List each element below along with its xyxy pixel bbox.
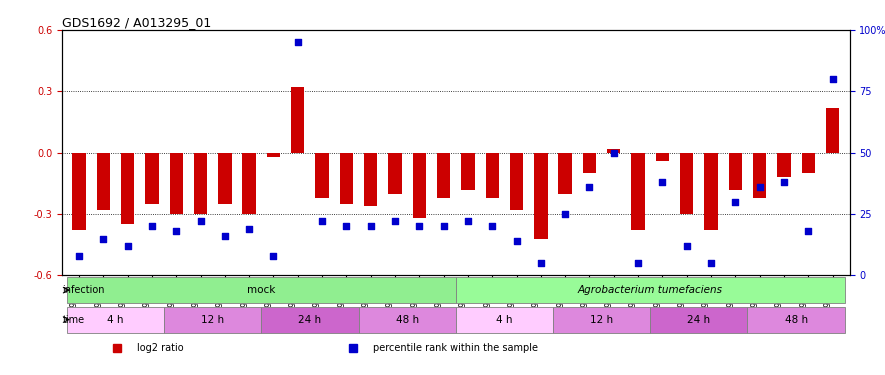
Point: [801, 228, 815, 234]
Text: 4 h: 4 h: [496, 315, 512, 325]
Text: 4 h: 4 h: [107, 315, 124, 325]
Bar: [364, 153, 377, 206]
Bar: [704, 153, 718, 230]
Bar: [777, 153, 790, 177]
Point: [582, 184, 596, 190]
Bar: [291, 87, 304, 153]
FancyBboxPatch shape: [358, 307, 456, 333]
Bar: [802, 153, 815, 173]
Point: [72, 253, 86, 259]
Point: [364, 224, 378, 230]
Bar: [656, 153, 669, 161]
Bar: [558, 153, 572, 194]
Point: [388, 218, 402, 224]
Bar: [631, 153, 645, 230]
Point: [169, 228, 183, 234]
Bar: [535, 153, 548, 238]
Point: [534, 260, 548, 266]
Bar: [145, 153, 158, 204]
Point: [218, 233, 232, 239]
Bar: [389, 153, 402, 194]
Bar: [315, 153, 328, 198]
Point: [680, 243, 694, 249]
Text: 12 h: 12 h: [590, 315, 613, 325]
Bar: [266, 153, 281, 157]
Text: mock: mock: [247, 285, 275, 295]
Point: [315, 218, 329, 224]
Point: [290, 39, 304, 45]
Point: [510, 238, 524, 244]
Bar: [486, 153, 499, 198]
Point: [266, 253, 281, 259]
Point: [120, 243, 135, 249]
Point: [704, 260, 718, 266]
Point: [436, 224, 450, 230]
Point: [752, 184, 766, 190]
Point: [607, 150, 621, 156]
Point: [655, 179, 669, 185]
Point: [242, 226, 257, 232]
Bar: [170, 153, 183, 214]
Bar: [728, 153, 742, 189]
Bar: [412, 153, 426, 218]
Point: [728, 199, 743, 205]
FancyBboxPatch shape: [261, 307, 358, 333]
Bar: [73, 153, 86, 230]
Point: [412, 224, 427, 230]
FancyBboxPatch shape: [456, 307, 553, 333]
Point: [777, 179, 791, 185]
Text: 24 h: 24 h: [298, 315, 321, 325]
Bar: [437, 153, 450, 198]
Text: 24 h: 24 h: [688, 315, 711, 325]
Point: [826, 76, 840, 82]
FancyBboxPatch shape: [650, 307, 748, 333]
Bar: [826, 108, 839, 153]
Bar: [680, 153, 694, 214]
Text: Agrobacterium tumefaciens: Agrobacterium tumefaciens: [578, 285, 723, 295]
Bar: [121, 153, 135, 224]
Text: infection: infection: [63, 285, 105, 295]
Text: log2 ratio: log2 ratio: [137, 342, 183, 352]
Point: [194, 218, 208, 224]
Point: [461, 218, 475, 224]
Bar: [242, 153, 256, 214]
Bar: [510, 153, 523, 210]
FancyBboxPatch shape: [748, 307, 845, 333]
Bar: [194, 153, 207, 214]
Point: [558, 211, 573, 217]
Bar: [461, 153, 474, 189]
Text: GDS1692 / A013295_01: GDS1692 / A013295_01: [62, 16, 212, 29]
FancyBboxPatch shape: [66, 307, 164, 333]
Bar: [218, 153, 232, 204]
Point: [145, 224, 159, 230]
Point: [485, 224, 499, 230]
Text: time: time: [63, 315, 85, 325]
Text: percentile rank within the sample: percentile rank within the sample: [373, 342, 538, 352]
Bar: [607, 148, 620, 153]
Text: 12 h: 12 h: [201, 315, 224, 325]
Point: [631, 260, 645, 266]
Bar: [340, 153, 353, 204]
FancyBboxPatch shape: [66, 278, 456, 303]
Point: [339, 224, 353, 230]
Point: [96, 236, 111, 242]
Bar: [753, 153, 766, 198]
FancyBboxPatch shape: [456, 278, 845, 303]
FancyBboxPatch shape: [553, 307, 650, 333]
Bar: [96, 153, 110, 210]
Text: 48 h: 48 h: [785, 315, 808, 325]
Text: 48 h: 48 h: [396, 315, 419, 325]
FancyBboxPatch shape: [164, 307, 261, 333]
Bar: [583, 153, 596, 173]
